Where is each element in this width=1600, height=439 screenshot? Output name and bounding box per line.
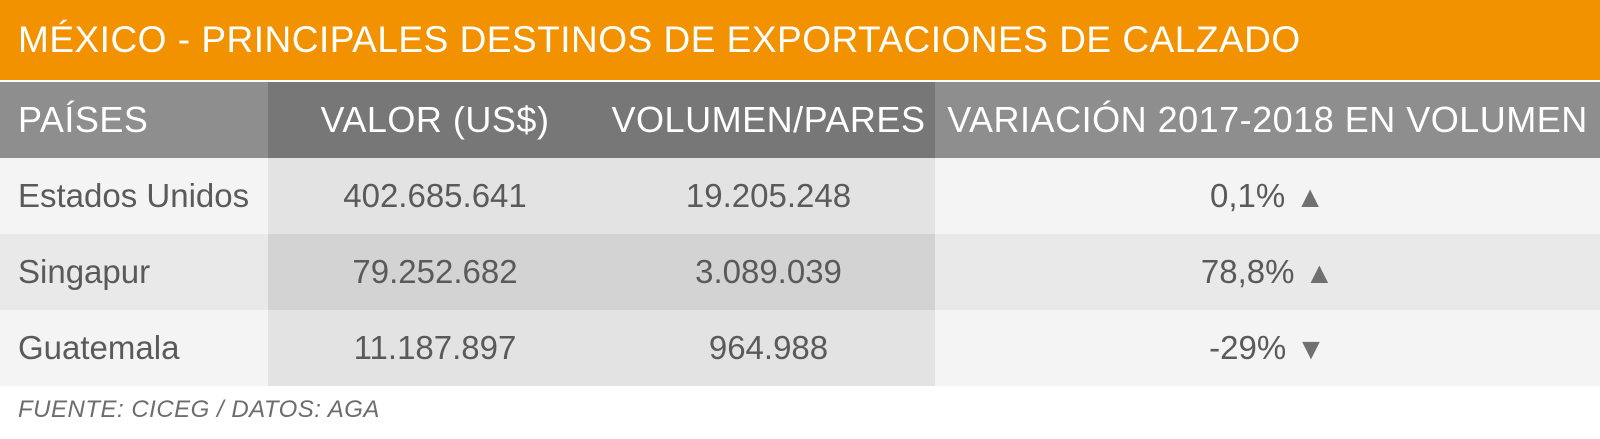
variacion-value: 0,1%: [1210, 177, 1286, 214]
table-row: Guatemala 11.187.897 964.988 -29% ▼: [0, 310, 1600, 386]
header-valor: VALOR (US$): [268, 82, 602, 158]
exports-table: PAÍSES VALOR (US$) VOLUMEN/PARES VARIACI…: [0, 82, 1600, 386]
variacion-value: 78,8%: [1200, 253, 1295, 290]
cell-valor: 79.252.682: [268, 234, 602, 310]
trend-up-icon: ▲: [1304, 257, 1335, 290]
header-row: PAÍSES VALOR (US$) VOLUMEN/PARES VARIACI…: [0, 82, 1600, 158]
cell-valor: 11.187.897: [268, 310, 602, 386]
cell-pais: Guatemala: [0, 310, 268, 386]
cell-valor: 402.685.641: [268, 158, 602, 234]
cell-volumen: 964.988: [602, 310, 935, 386]
table-row: Singapur 79.252.682 3.089.039 78,8% ▲: [0, 234, 1600, 310]
cell-volumen: 3.089.039: [602, 234, 935, 310]
source-note: FUENTE: CICEG / DATOS: AGA: [18, 396, 380, 423]
table-row: Estados Unidos 402.685.641 19.205.248 0,…: [0, 158, 1600, 234]
cell-pais: Estados Unidos: [0, 158, 268, 234]
cell-variacion: 0,1% ▲: [935, 158, 1600, 234]
cell-variacion: 78,8% ▲: [935, 234, 1600, 310]
cell-pais: Singapur: [0, 234, 268, 310]
variacion-value: -29%: [1209, 329, 1287, 366]
cell-variacion: -29% ▼: [935, 310, 1600, 386]
trend-down-icon: ▼: [1296, 333, 1326, 366]
title-bar: MÉXICO - PRINCIPALES DESTINOS DE EXPORTA…: [0, 0, 1600, 80]
header-paises: PAÍSES: [0, 82, 268, 158]
cell-volumen: 19.205.248: [602, 158, 935, 234]
header-volumen: VOLUMEN/PARES: [602, 82, 935, 158]
trend-up-icon: ▲: [1295, 181, 1325, 214]
header-variacion: VARIACIÓN 2017-2018 EN VOLUMEN: [935, 82, 1600, 158]
